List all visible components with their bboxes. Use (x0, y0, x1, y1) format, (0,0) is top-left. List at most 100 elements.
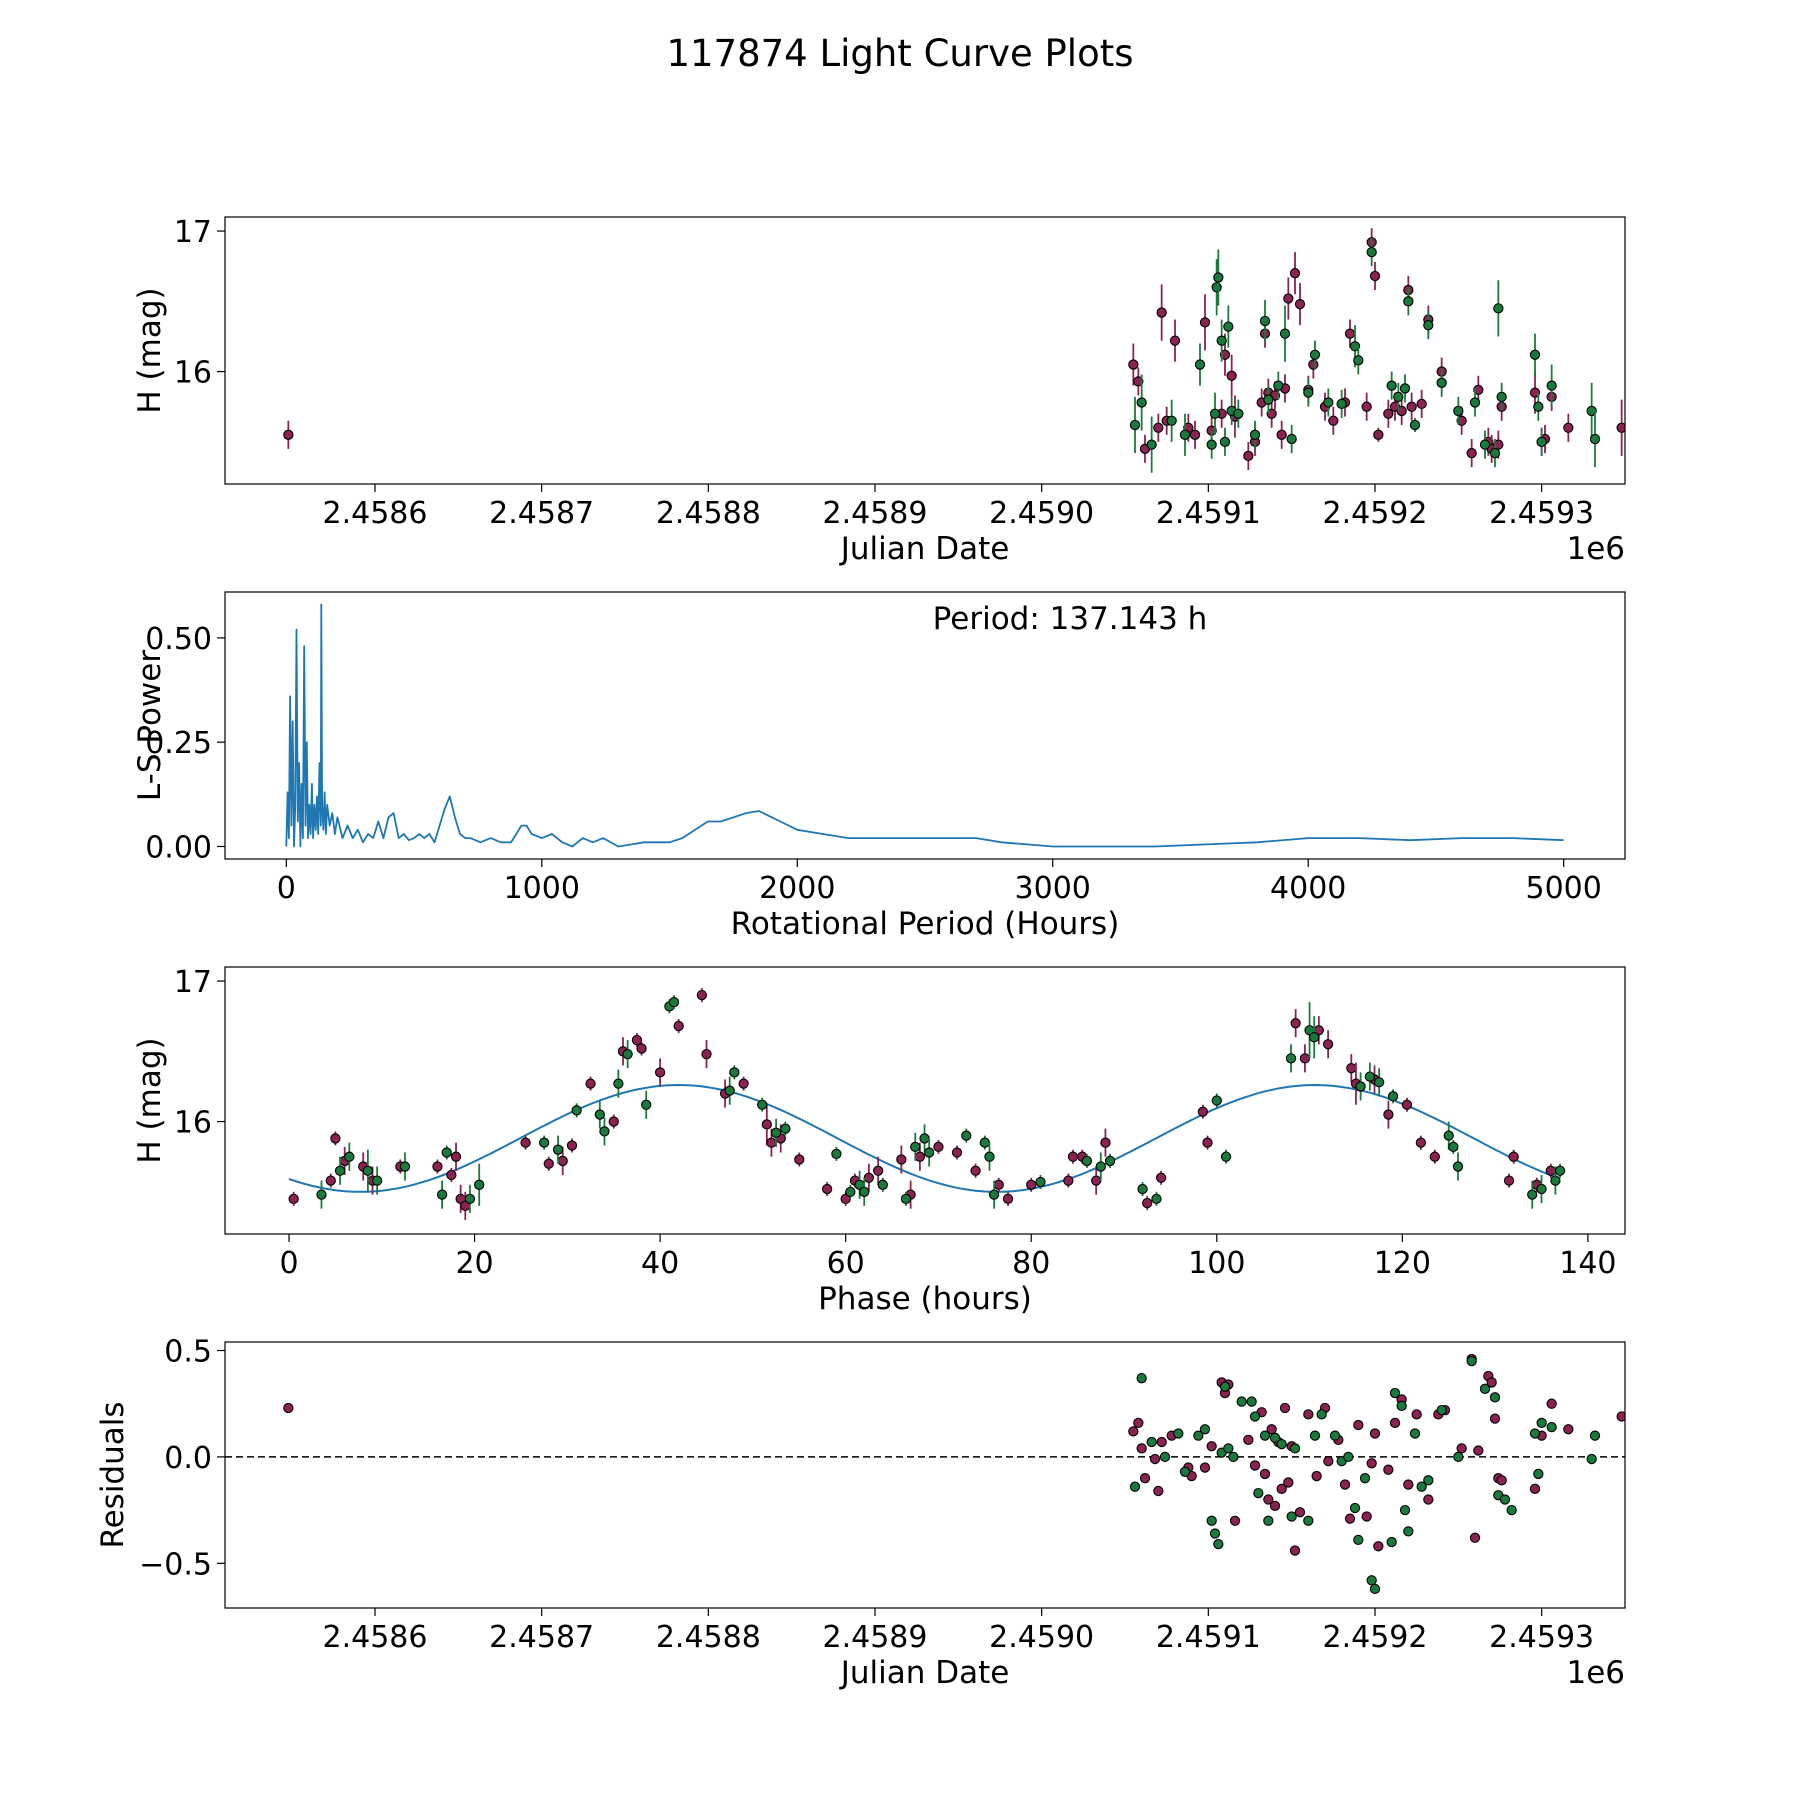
residuals-point-green (1213, 1539, 1224, 1550)
model-fit-line (288, 1083, 1561, 1193)
lightcurve-point-green (1493, 303, 1504, 314)
lightcurve-point-green (1146, 439, 1157, 450)
phase-x-tick-label: 40 (641, 1246, 679, 1281)
residuals-point-green (1536, 1417, 1547, 1429)
phase-point-magenta (432, 1161, 443, 1172)
residuals-point-magenta (1136, 1443, 1147, 1454)
residuals-point-green (1309, 1430, 1321, 1441)
lightcurve-x-tick-label: 2.4589 (823, 496, 928, 531)
residuals-point-magenta (1344, 1513, 1356, 1524)
phase-point-green (1448, 1141, 1459, 1153)
phase-point-magenta (701, 1048, 712, 1060)
figure-title: 117874 Light Curve Plots (666, 32, 1133, 75)
phase-point-magenta (1026, 1179, 1037, 1190)
lightcurve-point-green (1403, 296, 1414, 307)
residuals-point-magenta (1489, 1413, 1501, 1424)
residuals-point-magenta (1383, 1464, 1394, 1475)
lightcurve-point-magenta (1289, 268, 1301, 279)
residuals-point-magenta (1456, 1443, 1467, 1454)
residuals-point-green (1223, 1443, 1234, 1454)
lightcurve-point-magenta (1369, 270, 1381, 282)
residuals-point-green (1546, 1421, 1557, 1433)
residuals-x-tick-label: 2.4593 (1489, 1620, 1594, 1655)
lightcurve-point-green (1496, 391, 1507, 403)
lightcurve-point-magenta (1456, 415, 1467, 426)
residuals-point-green (1228, 1451, 1239, 1463)
phase-point-green (594, 1109, 605, 1120)
lightcurve-point-green (1279, 328, 1291, 339)
residuals-point-magenta (1243, 1434, 1254, 1446)
residuals-point-green (1219, 1381, 1231, 1392)
lightcurve-point-magenta (1153, 422, 1164, 433)
phase-x-tick-label: 0 (279, 1246, 298, 1281)
phase-point-magenta (1067, 1151, 1079, 1162)
residuals-point-green (1409, 1428, 1421, 1439)
residuals-point-magenta (1473, 1445, 1484, 1456)
lightcurve-point-green (1453, 405, 1464, 417)
phase-point-green (316, 1189, 327, 1200)
phase-point-magenta (1100, 1137, 1111, 1148)
residuals-point-magenta (1289, 1545, 1301, 1556)
residuals-point-green (1506, 1504, 1517, 1516)
residuals-point-magenta (1133, 1417, 1144, 1429)
phase-point-green (979, 1137, 990, 1148)
residuals-point-magenta (1496, 1475, 1507, 1486)
residuals-x-tick-label: 2.4591 (1156, 1620, 1261, 1655)
lightcurve-point-green (1533, 401, 1544, 412)
residuals-plot-area (225, 1353, 1625, 1594)
residuals-point-green (1289, 1443, 1301, 1454)
residuals-point-green (1399, 1504, 1411, 1516)
phase-point-green (362, 1165, 374, 1176)
lightcurve-point-green (1386, 380, 1397, 391)
residuals-point-green (1479, 1383, 1491, 1394)
residuals-point-magenta (1616, 1411, 1625, 1422)
residuals-point-green (1316, 1409, 1327, 1420)
residuals-y-tick-label: 0.0 (164, 1441, 212, 1476)
phase-point-green (1081, 1155, 1093, 1167)
residuals-x-tick-label: 2.4588 (656, 1620, 761, 1655)
residuals-point-magenta (1283, 1477, 1294, 1488)
phase-point-magenta (1503, 1175, 1515, 1186)
residuals-point-green (1586, 1453, 1597, 1465)
phase-point-green (1387, 1091, 1399, 1102)
residuals-point-magenta (1373, 1541, 1384, 1552)
residuals-point-magenta (1369, 1428, 1381, 1439)
phase-point-magenta (585, 1078, 596, 1089)
residuals-point-magenta (1403, 1479, 1414, 1490)
phase-point-magenta (1401, 1099, 1413, 1110)
residuals-point-green (1129, 1481, 1141, 1492)
lightcurve-x-tick-label: 2.4591 (1156, 496, 1261, 531)
lightcurve-point-green (1323, 397, 1334, 408)
phase-point-magenta (325, 1175, 336, 1186)
phase-point-magenta (330, 1133, 341, 1144)
phase-point-green (1373, 1077, 1385, 1088)
lightcurve-x-tick-label: 2.4586 (323, 496, 428, 531)
lightcurve-point-magenta (1156, 307, 1167, 318)
phase-point-magenta (450, 1151, 462, 1162)
phase-point-magenta (821, 1183, 833, 1195)
residuals-point-magenta (1563, 1424, 1574, 1435)
lightcurve-point-magenta (1563, 422, 1574, 433)
residuals-x-axis-label: Julian Date (839, 1655, 1010, 1691)
phase-point-magenta (1142, 1197, 1153, 1209)
lightcurve-point-magenta (1308, 359, 1319, 370)
lightcurve-point-magenta (1219, 349, 1231, 360)
lightcurve-point-magenta (1466, 447, 1477, 459)
phase-x-axis-label: Phase (hours) (818, 1281, 1032, 1317)
phase-point-green (877, 1179, 888, 1190)
lightcurve-point-magenta (1243, 450, 1254, 462)
phase-point-magenta (1197, 1106, 1209, 1117)
residuals-point-magenta (1529, 1483, 1541, 1494)
residuals-point-magenta (1339, 1479, 1351, 1490)
lightcurve-y-tick-label: 16 (174, 356, 212, 391)
lightcurve-point-magenta (1266, 408, 1277, 419)
phase-x-tick-label: 60 (827, 1246, 865, 1281)
phase-point-magenta (654, 1067, 666, 1078)
lightcurve-point-green (1211, 282, 1222, 293)
residuals-point-green (1453, 1451, 1464, 1463)
lightcurve-point-green (1423, 320, 1434, 331)
residuals-x-tick-label: 2.4592 (1323, 1620, 1428, 1655)
residuals-point-green (1489, 1392, 1501, 1403)
lightcurve-point-magenta (1373, 429, 1384, 440)
phase-point-green (724, 1085, 735, 1096)
